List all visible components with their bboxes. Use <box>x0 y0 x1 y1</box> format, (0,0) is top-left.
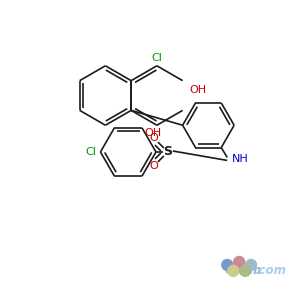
Text: Cl: Cl <box>152 53 162 63</box>
Circle shape <box>246 260 256 270</box>
Text: Cl: Cl <box>85 147 97 157</box>
Text: .com: .com <box>254 264 286 277</box>
Text: O: O <box>150 161 158 171</box>
Text: Chem: Chem <box>224 264 262 277</box>
Text: O: O <box>150 133 158 143</box>
Text: S: S <box>163 146 172 158</box>
Circle shape <box>222 260 233 270</box>
Text: NH: NH <box>232 154 249 164</box>
Text: OH: OH <box>189 85 206 95</box>
Circle shape <box>228 266 239 276</box>
Circle shape <box>240 266 250 276</box>
Circle shape <box>234 256 244 267</box>
Text: OH: OH <box>144 128 161 138</box>
